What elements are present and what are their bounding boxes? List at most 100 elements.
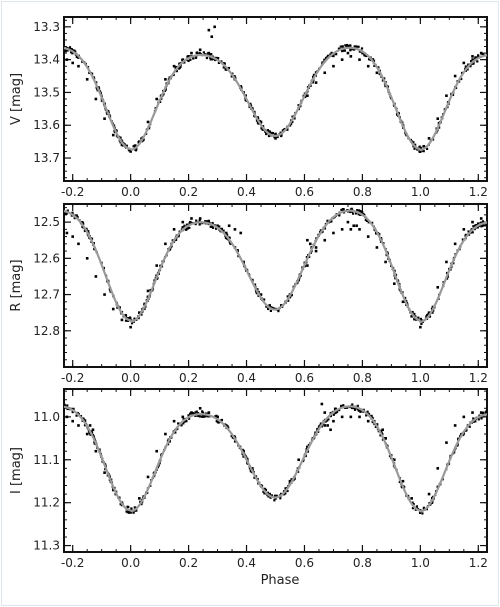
data-point	[342, 404, 345, 407]
data-point	[337, 47, 341, 50]
data-point	[332, 64, 335, 68]
data-point	[118, 306, 121, 309]
data-point	[129, 150, 132, 153]
data-point	[146, 120, 150, 124]
data-point	[344, 44, 347, 47]
data-point	[323, 58, 326, 61]
data-point	[171, 239, 174, 242]
data-point	[111, 133, 115, 137]
data-point	[90, 237, 94, 240]
data-point	[351, 212, 355, 215]
data-point	[425, 147, 429, 151]
data-point	[266, 129, 270, 132]
x-tick-label: -0.2	[61, 556, 84, 570]
data-point	[329, 53, 332, 56]
data-point	[198, 223, 201, 226]
data-point	[329, 428, 332, 432]
data-point	[77, 424, 80, 427]
data-point	[359, 410, 362, 413]
data-point	[281, 129, 284, 132]
data-point	[419, 317, 422, 321]
data-point	[316, 427, 319, 431]
y-tick-label: 13.6	[33, 118, 60, 132]
data-point	[412, 503, 415, 506]
x-axis-label: Phase	[261, 573, 300, 588]
data-point	[419, 325, 422, 329]
data-point	[127, 510, 130, 513]
data-point	[111, 307, 115, 311]
data-point	[129, 325, 132, 329]
data-point	[172, 64, 176, 68]
plot-area	[64, 207, 487, 329]
data-point	[471, 411, 474, 414]
data-point	[134, 148, 137, 151]
data-point	[155, 97, 159, 101]
data-point	[422, 150, 425, 153]
data-point	[266, 307, 270, 311]
data-point	[421, 512, 424, 515]
data-point	[218, 225, 221, 228]
data-point	[436, 467, 440, 470]
data-point	[94, 449, 98, 453]
data-point	[427, 311, 431, 314]
data-point	[126, 319, 130, 322]
data-point	[264, 488, 268, 491]
y-axis-label: I [mag]	[9, 447, 24, 494]
data-point	[222, 62, 226, 65]
data-point	[183, 61, 186, 64]
data-point	[71, 52, 74, 55]
y-tick-label: 13.3	[33, 20, 60, 34]
data-point	[233, 228, 237, 231]
data-point	[358, 415, 361, 419]
data-point	[208, 56, 212, 59]
data-point	[314, 246, 318, 249]
data-point	[64, 407, 66, 410]
data-point	[269, 309, 272, 313]
data-point	[428, 315, 432, 318]
data-point	[175, 70, 178, 73]
data-point	[178, 62, 181, 65]
data-point	[263, 492, 266, 495]
x-tick-label: 0.8	[353, 556, 372, 570]
data-point	[314, 431, 317, 434]
data-point	[65, 212, 68, 215]
data-point	[460, 77, 463, 81]
y-tick-label: 12.8	[33, 324, 60, 338]
data-point	[164, 242, 167, 246]
data-point	[410, 314, 413, 318]
data-point	[65, 415, 69, 419]
data-point	[314, 249, 318, 253]
data-point	[357, 212, 360, 216]
data-point	[356, 209, 359, 212]
data-point	[372, 59, 376, 62]
data-point	[284, 492, 287, 495]
data-point	[210, 58, 214, 61]
y-axis-label: V [mag]	[9, 73, 24, 125]
data-point	[472, 62, 475, 65]
data-point	[366, 410, 369, 413]
data-point	[306, 445, 309, 449]
x-tick-label: 0.0	[121, 556, 140, 570]
data-point	[138, 311, 141, 314]
data-point	[374, 425, 377, 429]
data-point	[271, 131, 275, 135]
data-point	[349, 55, 353, 58]
data-point	[381, 428, 384, 432]
data-point	[133, 317, 136, 320]
data-point	[284, 487, 287, 490]
data-point	[427, 313, 430, 316]
data-point	[186, 226, 189, 229]
data-point	[200, 415, 204, 418]
data-point	[195, 51, 198, 54]
y-tick-label: 13.4	[33, 53, 60, 67]
data-point	[312, 73, 316, 76]
data-point	[422, 145, 425, 148]
data-point	[326, 219, 329, 222]
data-point	[132, 511, 135, 514]
data-point	[339, 45, 342, 48]
data-point	[349, 49, 352, 52]
data-point	[255, 292, 258, 295]
data-point	[189, 58, 192, 61]
x-tick-label: 0.6	[295, 185, 314, 199]
data-point	[65, 58, 69, 61]
